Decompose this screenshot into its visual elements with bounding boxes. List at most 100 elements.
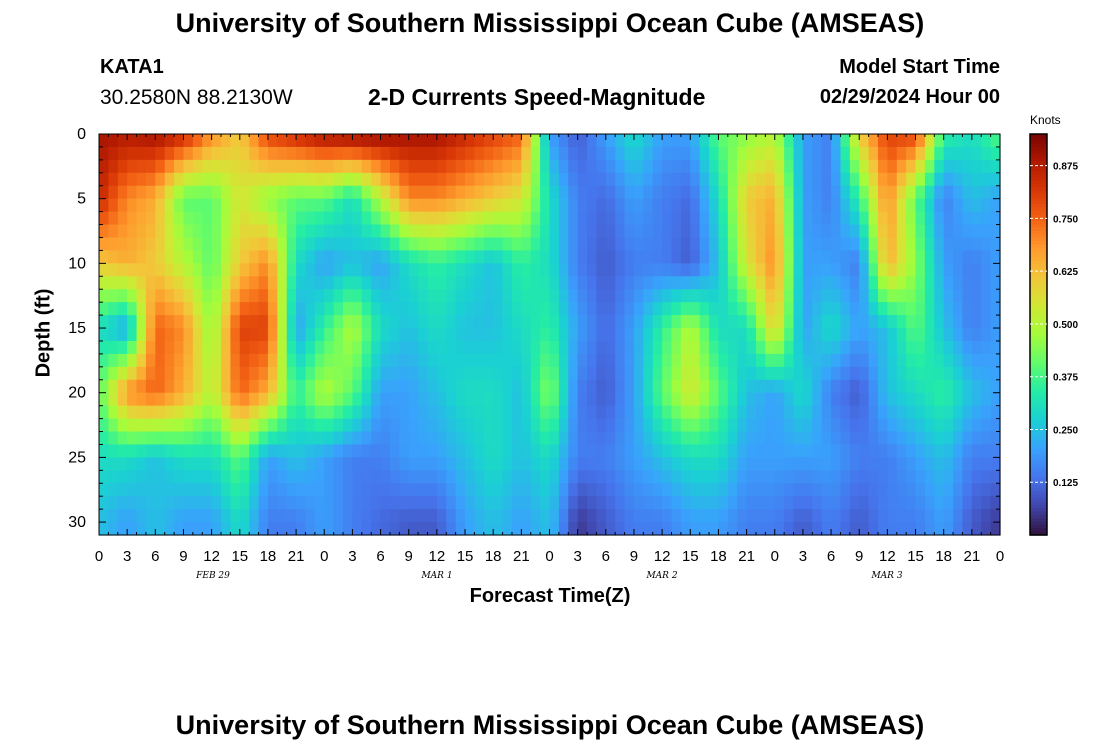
heatmap-cell <box>990 134 1001 148</box>
heatmap-cell <box>831 198 842 213</box>
heatmap-cell <box>680 379 691 394</box>
heatmap-cell <box>605 263 616 277</box>
heatmap-cell <box>906 470 917 484</box>
heatmap-cell <box>755 263 766 277</box>
heatmap-cell <box>831 289 842 303</box>
heatmap-cell <box>624 340 635 355</box>
heatmap-cell <box>755 444 766 458</box>
heatmap-cell <box>202 522 213 536</box>
heatmap-cell <box>521 366 532 381</box>
heatmap-cell <box>784 134 795 148</box>
heatmap-cell <box>821 185 832 200</box>
heatmap-cell <box>333 185 344 200</box>
heatmap-cell <box>877 315 888 329</box>
heatmap-cell <box>277 431 288 446</box>
heatmap-cell <box>465 198 476 213</box>
x-tick-label: 21 <box>738 548 755 565</box>
heatmap-cell <box>446 250 457 264</box>
heatmap-cell <box>568 328 579 342</box>
heatmap-cell <box>953 379 964 394</box>
heatmap-cell <box>352 211 363 226</box>
heatmap-cell <box>877 457 888 471</box>
x-tick-label: 18 <box>935 548 952 565</box>
heatmap-cell <box>831 134 842 148</box>
heatmap-cell <box>896 457 907 471</box>
heatmap-cell <box>427 263 438 277</box>
heatmap-cell <box>164 134 175 148</box>
heatmap-cell <box>221 172 231 187</box>
heatmap-cell <box>286 509 297 523</box>
heatmap-cell <box>840 366 851 381</box>
heatmap-cell <box>455 328 466 342</box>
heatmap-cell <box>164 289 175 303</box>
heatmap-cell <box>202 250 213 264</box>
heatmap-cell <box>896 496 907 510</box>
heatmap-cell <box>831 276 842 290</box>
heatmap-cell <box>896 392 907 407</box>
heatmap-cell <box>568 522 579 536</box>
heatmap-cell <box>812 392 823 407</box>
heatmap-cell <box>652 418 663 433</box>
heatmap-cell <box>831 405 842 420</box>
heatmap-cell <box>887 496 898 510</box>
heatmap-cell <box>502 457 513 471</box>
heatmap-cell <box>643 159 654 174</box>
heatmap-cell <box>709 276 720 290</box>
heatmap-cell <box>540 470 551 484</box>
heatmap-cell <box>108 418 119 433</box>
heatmap-cell <box>174 134 185 148</box>
heatmap-cell <box>511 250 522 264</box>
heatmap-cell <box>643 328 654 342</box>
heatmap-cell <box>549 276 560 290</box>
heatmap-cell <box>230 483 241 497</box>
heatmap-cell <box>436 134 447 148</box>
heatmap-cell <box>943 457 954 471</box>
heatmap-cell <box>709 470 720 484</box>
heatmap-cell <box>577 276 588 290</box>
heatmap-cell <box>258 134 269 148</box>
heatmap-cell <box>502 289 513 303</box>
heatmap-cell <box>924 457 935 471</box>
heatmap-cell <box>934 276 945 290</box>
heatmap-cell <box>587 470 598 484</box>
x-tick-label: 6 <box>151 548 159 565</box>
heatmap-cell <box>164 496 175 510</box>
heatmap-cell <box>671 379 682 394</box>
heatmap-cell <box>493 457 504 471</box>
heatmap-cell <box>906 172 917 187</box>
heatmap-cell <box>633 522 644 536</box>
heatmap-cell <box>136 172 147 187</box>
heatmap-cell <box>99 276 109 290</box>
heatmap-cell <box>746 522 757 536</box>
heatmap-cell <box>755 276 766 290</box>
heatmap-cell <box>511 405 522 420</box>
heatmap-cell <box>596 146 607 161</box>
heatmap-cell <box>305 470 316 484</box>
heatmap-cell <box>802 250 813 264</box>
heatmap-cell <box>549 392 560 407</box>
heatmap-cell <box>840 237 851 252</box>
heatmap-cell <box>643 302 654 316</box>
colorbar-segment <box>1030 140 1047 145</box>
colorbar-segment <box>1030 511 1047 516</box>
heatmap-cell <box>380 159 391 174</box>
colorbar-segment <box>1030 304 1047 309</box>
heatmap-cell <box>155 224 166 239</box>
colorbar-segment <box>1030 347 1047 352</box>
heatmap-cell <box>474 509 485 523</box>
heatmap-cell <box>990 289 1001 303</box>
heatmap-cell <box>483 172 494 187</box>
heatmap-cell <box>258 172 269 187</box>
heatmap-cell <box>343 276 354 290</box>
heatmap-cell <box>192 185 203 200</box>
heatmap-cell <box>906 379 917 394</box>
heatmap-cell <box>267 366 278 381</box>
heatmap-cell <box>821 418 832 433</box>
heatmap-cell <box>136 250 147 264</box>
heatmap-cell <box>887 134 898 148</box>
colorbar-segment <box>1030 294 1047 299</box>
heatmap-cell <box>718 340 729 355</box>
heatmap-cell <box>915 237 926 252</box>
heatmap-cell <box>380 250 391 264</box>
heatmap-cell <box>314 379 325 394</box>
